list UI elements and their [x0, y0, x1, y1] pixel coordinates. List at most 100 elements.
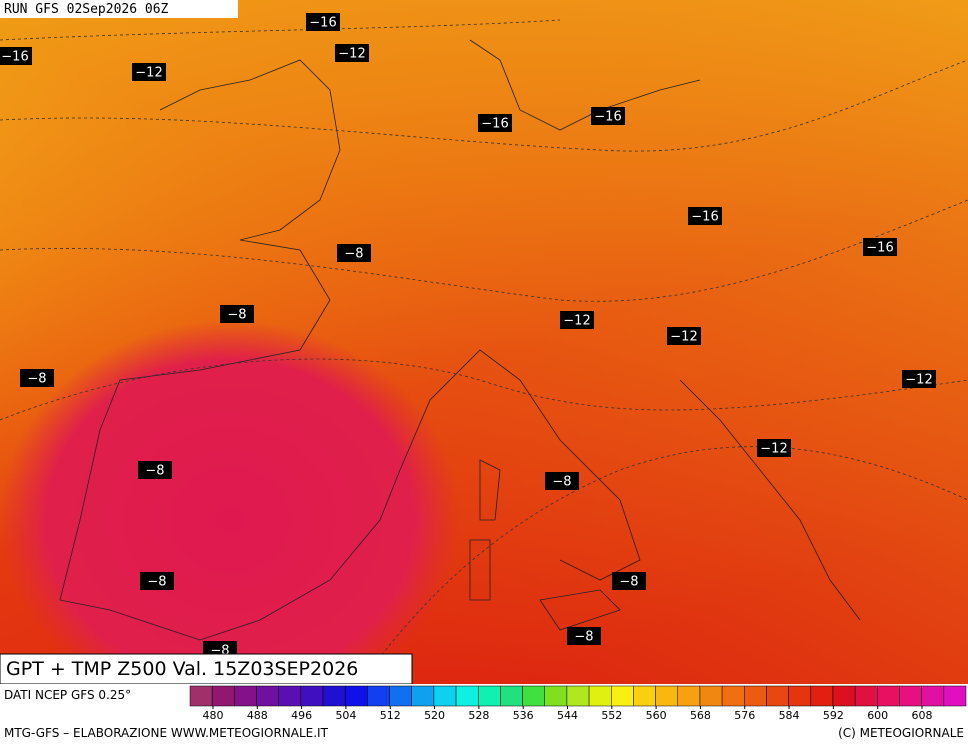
colorbar-tick-label: 568 — [690, 709, 711, 722]
contour-label-box — [567, 627, 601, 645]
contour-label: −8 — [344, 247, 363, 262]
contour-label: −8 — [227, 308, 246, 323]
colorbar-tick-label: 520 — [424, 709, 445, 722]
colorbar-swatch — [278, 685, 302, 707]
contour-label-box — [612, 572, 646, 590]
colorbar-swatch — [744, 685, 767, 707]
colorbar-tick-label: 608 — [912, 709, 933, 722]
contour-label-box — [757, 439, 791, 457]
run-box — [0, 0, 238, 18]
colorbar-swatch — [921, 685, 945, 707]
colorbar-swatch — [588, 685, 612, 707]
colorbar-swatch — [367, 685, 390, 707]
source: DATI NCEP GFS 0.25° — [4, 688, 131, 702]
contour-label: −16 — [1, 50, 28, 65]
colorbar-swatch — [477, 685, 501, 707]
colorbar-swatch — [544, 685, 568, 707]
colorbar-tick-label: 552 — [601, 709, 622, 722]
colorbar-swatch — [655, 685, 679, 707]
contour-label-box — [478, 114, 512, 132]
colorbar-swatch — [411, 685, 435, 707]
contour-label-box — [337, 244, 371, 262]
colorbar-tick-label: 480 — [203, 709, 224, 722]
colorbar-swatch — [810, 685, 834, 707]
colorbar-tick-label: 576 — [734, 709, 755, 722]
colorbar-swatch — [322, 685, 346, 707]
contour-label-box — [902, 370, 936, 388]
colorbar-swatch — [699, 685, 723, 707]
colorbar-tick-label: 584 — [779, 709, 800, 722]
contour-label: −16 — [866, 241, 893, 256]
colorbar-tick-label: 544 — [557, 709, 578, 722]
colorbar-swatch — [566, 685, 590, 707]
contour-label-box — [667, 327, 701, 345]
copyright: (C) METEOGIORNALE — [838, 726, 964, 740]
colorbar-swatch — [633, 685, 656, 707]
colorbar-tick-label: 528 — [468, 709, 489, 722]
contour-label-box — [132, 63, 166, 81]
colorbar-tick-label: 600 — [867, 709, 888, 722]
contour-label: −12 — [338, 47, 365, 62]
contour-label-box — [20, 369, 54, 387]
contour-label-box — [140, 572, 174, 590]
colorbar-tick-label: 512 — [380, 709, 401, 722]
map-title: GPT + TMP Z500 Val. 15Z03SEP2026 — [6, 658, 358, 680]
colorbar-swatch — [611, 685, 634, 707]
colorbar-swatch — [766, 685, 789, 707]
colorbar-swatch — [677, 685, 701, 707]
contour-label-box — [0, 47, 32, 65]
contour-label-box — [306, 13, 340, 31]
colorbar-swatch — [256, 685, 279, 707]
field-max — [0, 320, 460, 720]
colorbar-swatch — [389, 685, 412, 707]
contour-label: −8 — [552, 475, 571, 490]
contour-label-box — [688, 207, 722, 225]
contour-label-box — [560, 311, 594, 329]
colorbar-swatch — [877, 685, 900, 707]
colorbar-tick-label: 488 — [247, 709, 268, 722]
contour-label: −8 — [619, 575, 638, 590]
contours — [0, 19, 968, 685]
contour-label: −12 — [135, 66, 162, 81]
colorbar-swatch — [788, 685, 812, 707]
title-box — [0, 653, 413, 685]
contour-label: −8 — [27, 372, 46, 387]
colorbar-swatch — [899, 685, 922, 707]
contour-label: −8 — [574, 630, 593, 645]
contour-label: −16 — [309, 16, 336, 31]
contour-label-box — [220, 305, 254, 323]
colorbar-tick-label: 504 — [335, 709, 356, 722]
credit: MTG-GFS – ELABORAZIONE WWW.METEOGIORNALE… — [4, 726, 329, 740]
colorbar-swatch — [854, 685, 878, 707]
colorbar-tick-label: 496 — [291, 709, 312, 722]
contour-label: −12 — [905, 373, 932, 388]
contour-label-box — [591, 107, 625, 125]
contour-label: −12 — [760, 442, 787, 457]
contour-label-box — [138, 461, 172, 479]
run-label: RUN GFS 02Sep2026 06Z — [4, 2, 169, 17]
colorbar-swatch — [455, 685, 479, 707]
colorbar-swatch — [500, 685, 523, 707]
colorbar-swatch — [943, 685, 967, 707]
contour-label-box — [335, 44, 369, 62]
colorbar-tick-label: 560 — [646, 709, 667, 722]
contour-label-box — [863, 238, 897, 256]
colorbar-swatch — [721, 685, 745, 707]
colorbar-swatch — [832, 685, 856, 707]
contour-label: −12 — [670, 330, 697, 345]
coastlines — [59, 39, 861, 641]
colorbar-tick-label: 536 — [513, 709, 534, 722]
contour-label-box — [545, 472, 579, 490]
colorbar-swatch — [234, 685, 257, 707]
colorbar-swatch — [433, 685, 457, 707]
contour-label: −8 — [145, 464, 164, 479]
contour-label: −16 — [481, 117, 508, 132]
colorbar-swatch — [300, 685, 324, 707]
colorbar-swatch — [344, 685, 368, 707]
contour-label: −8 — [147, 575, 166, 590]
contour-label: −12 — [563, 314, 590, 329]
colorbar-tick-label: 592 — [823, 709, 844, 722]
contour-label: −16 — [594, 110, 621, 125]
colorbar-swatch — [211, 685, 235, 707]
